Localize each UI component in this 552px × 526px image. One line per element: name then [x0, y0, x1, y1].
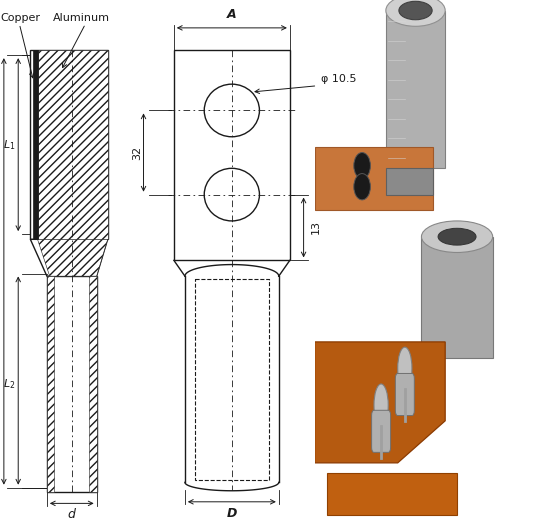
Ellipse shape	[438, 228, 476, 245]
Ellipse shape	[374, 384, 388, 426]
Ellipse shape	[354, 174, 370, 200]
Polygon shape	[386, 168, 433, 195]
Polygon shape	[327, 473, 457, 515]
Text: Copper: Copper	[0, 13, 40, 23]
Text: A: A	[227, 8, 237, 21]
Text: 13: 13	[311, 220, 321, 235]
FancyBboxPatch shape	[371, 410, 391, 452]
Ellipse shape	[386, 0, 445, 26]
Text: φ 10.5: φ 10.5	[321, 74, 357, 84]
Text: d: d	[68, 509, 76, 521]
Polygon shape	[315, 342, 445, 463]
Text: D: D	[227, 507, 237, 520]
Ellipse shape	[397, 347, 412, 389]
Polygon shape	[315, 147, 433, 210]
Ellipse shape	[354, 153, 370, 179]
Polygon shape	[174, 50, 290, 260]
Polygon shape	[38, 50, 108, 239]
Text: $L_2$: $L_2$	[3, 377, 15, 391]
Circle shape	[204, 168, 259, 221]
Text: Aluminum: Aluminum	[52, 13, 109, 23]
Polygon shape	[47, 276, 54, 492]
FancyBboxPatch shape	[395, 373, 415, 416]
Polygon shape	[38, 239, 108, 276]
Text: $L_1$: $L_1$	[3, 138, 15, 151]
Polygon shape	[30, 239, 108, 276]
Polygon shape	[30, 50, 108, 239]
Ellipse shape	[399, 1, 432, 19]
Polygon shape	[386, 11, 445, 168]
Polygon shape	[422, 237, 492, 358]
Text: 32: 32	[132, 146, 142, 159]
Ellipse shape	[422, 221, 492, 252]
Polygon shape	[47, 276, 97, 492]
Polygon shape	[33, 50, 38, 239]
Circle shape	[204, 84, 259, 137]
Polygon shape	[89, 276, 97, 492]
